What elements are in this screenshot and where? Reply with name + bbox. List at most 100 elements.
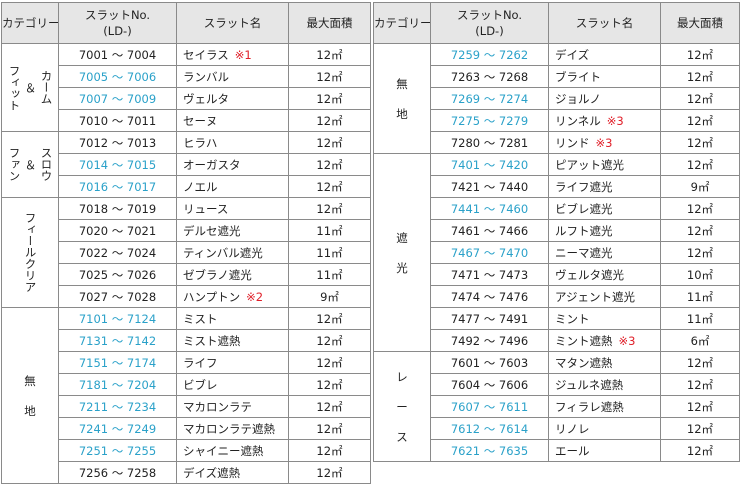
slat-table-left: カテゴリー スラットNo. (LD-) スラット名 最大面積 フィット＆カーム 70… — [1, 2, 371, 484]
max-area: 12㎡ — [288, 175, 371, 198]
max-area: 12㎡ — [288, 43, 371, 66]
slat-name-cell: ビブレ — [176, 373, 289, 396]
slat-name: ピアット遮光 — [555, 157, 624, 172]
slat-number-range: 7604 ～ 7606 — [430, 373, 549, 396]
slat-name: リンネル — [555, 113, 601, 128]
max-area: 12㎡ — [288, 395, 371, 418]
slat-name: デイズ遮熱 — [183, 465, 241, 480]
category-char: ス — [396, 429, 408, 444]
max-area: 12㎡ — [288, 153, 371, 176]
max-area: 12㎡ — [660, 87, 740, 110]
max-area: 12㎡ — [660, 153, 740, 176]
table-row: 7181 ～ 7204 ビブレ 12㎡ — [2, 373, 371, 396]
header-slat-no-line1: スラットNo. — [84, 8, 151, 22]
header-row: カテゴリー スラットNo. (LD-) スラット名 最大面積 — [1, 2, 371, 44]
note-marker: ※3 — [618, 333, 636, 348]
max-area: 11㎡ — [288, 263, 371, 286]
category-char: 地 — [24, 403, 36, 418]
slat-number-range: 7241 ～ 7249 — [58, 417, 177, 440]
slat-name: ライフ — [183, 355, 218, 370]
slat-number-range: 7621 ～ 7635 — [430, 439, 549, 462]
slat-name: ビブレ — [183, 377, 218, 392]
slat-name: マカロンラテ遮熱 — [183, 421, 275, 436]
slat-name: ブライト — [555, 69, 601, 84]
slat-number-range: 7001 ～ 7004 — [58, 43, 177, 66]
slat-number-range: 7151 ～ 7174 — [58, 351, 177, 374]
category-label-vertical: フィールクリア — [23, 212, 38, 293]
slat-number-range: 7256 ～ 7258 — [58, 461, 177, 484]
slat-name-cell: フィラレ遮熱 — [548, 395, 661, 418]
header-slat-no: スラットNo. (LD-) — [430, 2, 549, 44]
slat-name: ミスト遮熱 — [183, 333, 241, 348]
max-area: 12㎡ — [660, 219, 740, 242]
category-label-vertical: ＆ — [23, 158, 38, 171]
slat-name-cell: デイズ遮熱 — [176, 461, 289, 484]
max-area: 12㎡ — [660, 395, 740, 418]
max-area: 12㎡ — [660, 351, 740, 374]
slat-name-cell: リンネル ※3 — [548, 109, 661, 132]
table-row: 7477 ～ 7491 ミント 11㎡ — [374, 307, 740, 330]
table-row: 無地 7259 ～ 7262 デイズ 12㎡ — [373, 43, 740, 154]
slat-name-cell: ピアット遮光 — [548, 153, 661, 176]
header-slat-name: スラット名 — [548, 2, 661, 44]
max-area: 12㎡ — [288, 87, 371, 110]
table-row: 7474 ～ 7476 アジェント遮光 11㎡ — [374, 285, 740, 308]
max-area: 12㎡ — [660, 197, 740, 220]
category-char: 無 — [24, 373, 36, 388]
slat-name-cell: デイズ — [548, 43, 661, 66]
slat-name-cell: デルセ遮光 — [176, 219, 289, 242]
slat-name: オーガスタ — [183, 157, 241, 172]
slat-name: ミスト — [183, 311, 218, 326]
table-row: 7016 ～ 7017 ノエル 12㎡ — [2, 175, 371, 198]
slat-name-cell: ニーマ遮光 — [548, 241, 661, 264]
category-label-vertical: カーム — [39, 70, 54, 105]
category-cell: フィット＆カーム — [1, 43, 59, 132]
header-slat-no: スラットNo. (LD-) — [58, 2, 177, 44]
header-slat-no-line1: スラットNo. — [456, 8, 523, 22]
slat-number-range: 7018 ～ 7019 — [58, 197, 177, 220]
slat-number-range: 7474 ～ 7476 — [430, 285, 549, 308]
max-area: 12㎡ — [660, 373, 740, 396]
slat-number-range: 7131 ～ 7142 — [58, 329, 177, 352]
table-row: 7022 ～ 7024 ティンバル遮光 11㎡ — [2, 241, 371, 264]
slat-name: デルセ遮光 — [183, 223, 241, 238]
max-area: 6㎡ — [660, 329, 740, 352]
slat-number-range: 7612 ～ 7614 — [430, 417, 549, 440]
note-marker: ※1 — [234, 47, 252, 62]
table-row: 7275 ～ 7279 リンネル ※3 12㎡ — [374, 109, 740, 132]
table-row: 7020 ～ 7021 デルセ遮光 11㎡ — [2, 219, 371, 242]
max-area: 12㎡ — [288, 65, 371, 88]
slat-number-range: 7492 ～ 7496 — [430, 329, 549, 352]
slat-name-cell: ノエル — [176, 175, 289, 198]
max-area: 12㎡ — [288, 329, 371, 352]
table-row: 7256 ～ 7258 デイズ遮熱 12㎡ — [2, 461, 371, 484]
slat-number-range: 7007 ～ 7009 — [58, 87, 177, 110]
max-area: 12㎡ — [660, 43, 740, 66]
slat-name-cell: ティンバル遮光 — [176, 241, 289, 264]
slat-name-cell: セイラス ※1 — [176, 43, 289, 66]
slat-name: ジョルノ — [555, 91, 601, 106]
slat-name: リュース — [183, 201, 229, 216]
slat-name: ハンプトン — [183, 289, 241, 304]
table-row: 7014 ～ 7015 オーガスタ 12㎡ — [2, 153, 371, 176]
category-cell: 遮光 — [373, 153, 431, 352]
category-char: ー — [396, 399, 408, 414]
slat-name: アジェント遮光 — [555, 289, 636, 304]
note-marker: ※3 — [606, 113, 624, 128]
table-row: 7211 ～ 7234 マカロンラテ 12㎡ — [2, 395, 371, 418]
header-row: カテゴリー スラットNo. (LD-) スラット名 最大面積 — [373, 2, 740, 44]
category-label-vertical: フィット — [7, 64, 22, 111]
table-row: 7263 ～ 7268 ブライト 12㎡ — [374, 65, 740, 88]
slat-name-cell: ゼブラノ遮光 — [176, 263, 289, 286]
slat-name-cell: エール — [548, 439, 661, 462]
slat-name-cell: セーヌ — [176, 109, 289, 132]
max-area: 12㎡ — [660, 109, 740, 132]
slat-name: ミント — [555, 311, 590, 326]
header-slat-no-line2: (LD-) — [475, 24, 504, 38]
slat-name: ティンバル遮光 — [183, 245, 263, 260]
table-row: 7241 ～ 7249 マカロンラテ遮熱 12㎡ — [2, 417, 371, 440]
slat-name-cell: マタン遮熱 — [548, 351, 661, 374]
slat-number-range: 7477 ～ 7491 — [430, 307, 549, 330]
header-max-area: 最大面積 — [288, 2, 371, 44]
slat-name-cell: オーガスタ — [176, 153, 289, 176]
